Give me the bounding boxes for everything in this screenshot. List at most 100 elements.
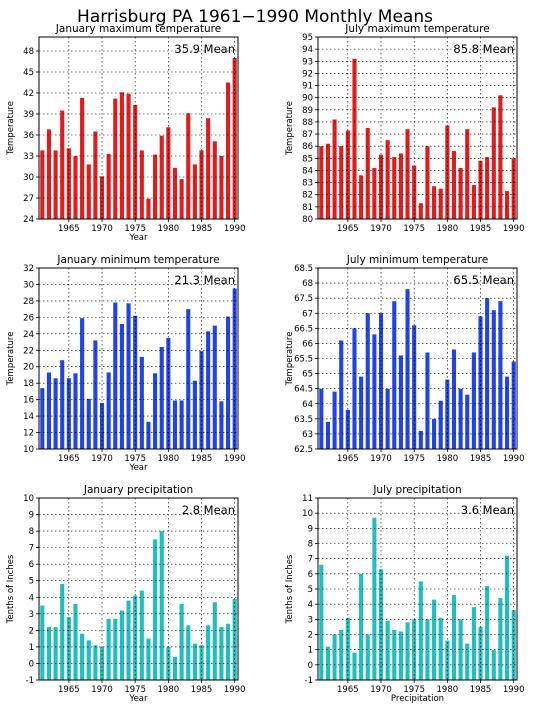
bar: 1973: 3.2 (119, 610, 124, 680)
bar: 1976: 63.1 (418, 430, 423, 449)
bar: 1985: 2.5 (478, 626, 483, 680)
y-tick-label: 45 (23, 68, 34, 78)
plot-frame (38, 36, 239, 220)
bar: 1979: 35.9 (159, 135, 164, 219)
bar: 1963: 64.4 (332, 391, 337, 449)
bar: 1966: 0.8 (352, 652, 357, 680)
y-tick-label: 0 (29, 659, 34, 669)
y-tick-label: 20 (23, 363, 34, 373)
x-tick-label: 1965 (337, 224, 359, 234)
y-tick-label: -1 (305, 676, 313, 686)
y-tick-label: 6 (308, 570, 313, 580)
bar: 1967: 1.8 (80, 633, 85, 680)
bar: 1969: 66.3 (372, 334, 377, 449)
bar: 1990: 3.6 (511, 610, 516, 680)
y-tick-label: 16 (23, 396, 34, 406)
bar: 1983: 64.3 (465, 394, 470, 449)
x-tick-label: 1990 (224, 454, 246, 464)
y-tick-label: 9 (29, 511, 34, 521)
bar: 1988: 15.8 (219, 401, 224, 449)
y-tick-label: 27 (23, 194, 34, 204)
y-tick-label: 92 (302, 69, 313, 79)
bar: 1988: 2.2 (219, 627, 224, 680)
bar: 1983: 2.3 (186, 625, 191, 680)
bar: 1965: 2.8 (66, 617, 71, 680)
bar: 1986: 2.3 (206, 625, 211, 680)
bar: 1968: 1.4 (86, 640, 91, 680)
bar: 1965: 3.1 (345, 617, 350, 680)
bar: 1969: 1.1 (93, 645, 98, 680)
y-tick-label: 95 (302, 33, 313, 43)
bar: 1983: 1.4 (465, 643, 470, 680)
x-tick-label: 1975 (403, 685, 425, 695)
bar: 1984: 82.8 (471, 185, 476, 219)
bar: 1981: 4.6 (451, 595, 457, 680)
x-tick-label: 1970 (370, 685, 392, 695)
panel-title: January precipitation (83, 484, 193, 496)
bar: 1978: 33.2 (153, 154, 158, 219)
y-tick-label: 64 (302, 400, 313, 410)
y-tick-label: 63.5 (294, 415, 313, 425)
bar: 1968: 31.8 (86, 164, 91, 219)
y-tick-label: 86 (302, 142, 313, 152)
bar: 1967: 83.6 (359, 175, 364, 219)
y-tick-label: 94 (302, 45, 313, 55)
y-axis-label: Temperature (285, 101, 295, 156)
y-tick-label: 8 (29, 527, 34, 537)
y-axis-label: Tenths of Inches (285, 554, 295, 624)
x-tick-label: 1970 (91, 685, 113, 695)
bar: 1989: 82.3 (504, 191, 510, 219)
bar: 1984: 18.3 (192, 380, 197, 449)
bar: 1976: 33.8 (139, 150, 144, 219)
plot-frame (317, 36, 518, 220)
y-tick-label: 39 (23, 110, 34, 120)
bar: 1982: 3.6 (179, 603, 184, 680)
bar: 1961: 17.4 (40, 388, 45, 449)
bar: 1963: 2 (332, 634, 337, 680)
x-tick-label: 1980 (437, 685, 459, 695)
y-tick-label: 28 (23, 297, 34, 307)
bar: 1984: 31.8 (192, 164, 197, 219)
y-axis-label: Tenths of Inches (6, 554, 16, 624)
bar: 1978: 19.2 (153, 373, 158, 449)
bar: 1989: 64.9 (504, 376, 510, 449)
bar: 1965: 34.1 (66, 148, 71, 219)
panel-title: January minimum temperature (56, 254, 219, 266)
x-tick-label: 1970 (370, 224, 392, 234)
x-tick-label: 1990 (503, 224, 525, 234)
y-tick-label: 4 (29, 593, 34, 603)
y-tick-label: 12 (23, 429, 34, 439)
y-tick-label: 82 (302, 191, 313, 201)
bar: 1987: 89.2 (491, 107, 496, 219)
x-tick-label: 1980 (437, 454, 459, 464)
bar: 1973: 85.4 (398, 153, 403, 219)
bar: 1972: 27.8 (113, 302, 118, 449)
y-tick-label: 65.5 (294, 355, 313, 365)
x-tick-label: 1985 (191, 454, 213, 464)
x-tick-label: 1985 (470, 224, 492, 234)
mean-label: 2.8 Mean (182, 503, 235, 517)
bar: 1976: 5.5 (418, 581, 423, 680)
y-tick-label: 8 (308, 540, 313, 550)
bar: 1969: 9.7 (372, 517, 377, 680)
bar: 1978: 82.7 (432, 186, 437, 219)
bar: 1975: 4.1 (133, 595, 138, 680)
bar: 1971: 2.9 (385, 620, 390, 680)
bar: 1987: 67.1 (491, 310, 496, 449)
plot-frame (317, 497, 518, 681)
y-tick-label: 84 (302, 166, 313, 176)
y-tick-label: 65 (302, 370, 313, 380)
bar: 1979: 3.1 (438, 617, 443, 680)
y-tick-label: 30 (23, 280, 34, 290)
y-tick-label: 5 (29, 577, 34, 587)
bar: 1971: 64.5 (385, 388, 390, 449)
bar: 1973: 25.2 (119, 323, 124, 449)
x-tick-label: 1965 (58, 224, 80, 234)
bar: 1970: 85.3 (378, 154, 384, 219)
y-tick-label: 11 (302, 494, 313, 504)
bar: 1989: 43.5 (225, 82, 231, 219)
y-tick-label: 2 (29, 626, 34, 636)
y-tick-label: 32 (23, 264, 34, 274)
mean-label: 21.3 Mean (174, 273, 235, 287)
bar: 1987: 1 (491, 649, 496, 680)
